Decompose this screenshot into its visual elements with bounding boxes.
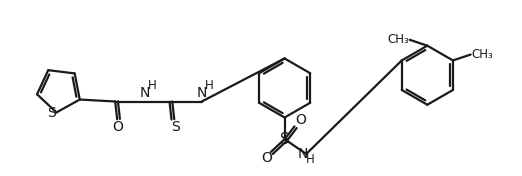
Text: CH₃: CH₃ bbox=[471, 48, 493, 61]
Text: S: S bbox=[171, 120, 180, 134]
Text: S: S bbox=[280, 132, 289, 147]
Text: CH₃: CH₃ bbox=[387, 33, 409, 46]
Text: N: N bbox=[297, 147, 307, 161]
Text: O: O bbox=[113, 120, 124, 134]
Text: H: H bbox=[205, 79, 214, 92]
Text: H: H bbox=[148, 79, 157, 92]
Text: N: N bbox=[197, 86, 207, 100]
Text: O: O bbox=[262, 151, 272, 165]
Text: S: S bbox=[47, 106, 56, 120]
Text: O: O bbox=[295, 114, 306, 127]
Text: N: N bbox=[139, 86, 150, 100]
Text: H: H bbox=[306, 153, 315, 166]
